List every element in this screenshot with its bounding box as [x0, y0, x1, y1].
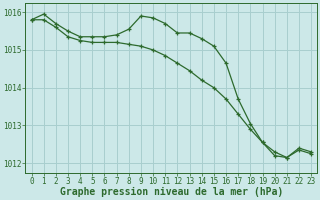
X-axis label: Graphe pression niveau de la mer (hPa): Graphe pression niveau de la mer (hPa) [60, 187, 283, 197]
